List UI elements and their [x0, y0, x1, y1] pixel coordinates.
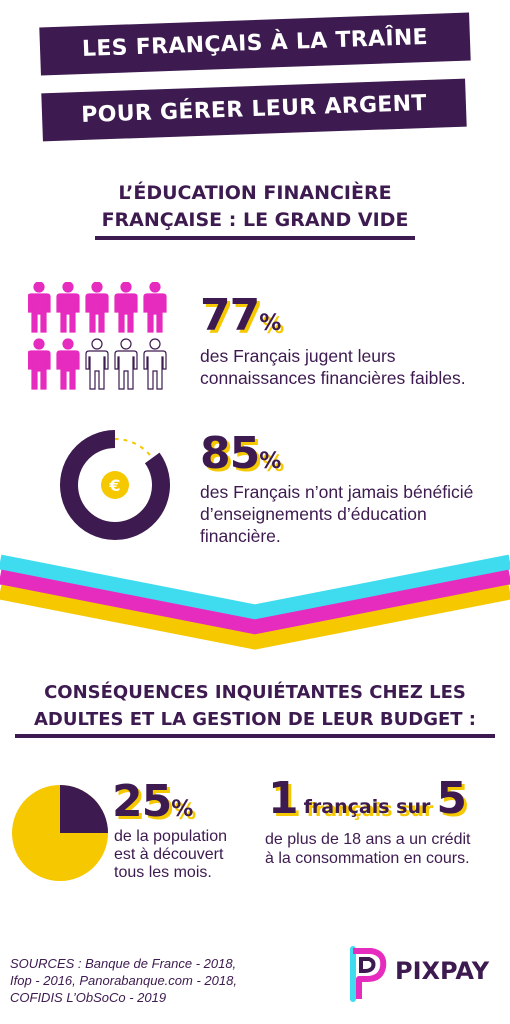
section1-underline — [95, 236, 415, 240]
pie-slice-25 — [60, 785, 108, 833]
chevron-stripe-cyan — [0, 554, 510, 620]
pixpay-logo-icon — [350, 946, 387, 1002]
section2-underline — [15, 734, 495, 738]
sources-line3: COFIDIS L’ObSoCo - 2019 — [10, 990, 167, 1005]
donut-chart: € — [60, 430, 170, 540]
section1-title: L’ÉDUCATION FINANCIÈRE FRANÇAISE : LE GR… — [0, 180, 510, 234]
stat3-text-line3: tous les mois. — [114, 864, 212, 881]
chevron-stripe-yellow — [0, 584, 510, 650]
section1-title-line2: FRANÇAISE : LE GRAND VIDE — [101, 209, 409, 231]
stat4-text: de plus de 18 ans a un crédit à la conso… — [265, 830, 470, 868]
stat4-words: français sur — [303, 796, 431, 818]
sources: SOURCES : Banque de France - 2018, Ifop … — [10, 955, 237, 1006]
stat2-unit: % — [259, 449, 281, 474]
stat3-unit: % — [171, 797, 193, 822]
section2-title: CONSÉQUENCES INQUIÉTANTES CHEZ LES ADULT… — [0, 679, 510, 733]
chevron-stripe-magenta — [0, 569, 510, 635]
title-banner-line2: POUR GÉRER LEUR ARGENT — [41, 78, 467, 142]
person-icon — [28, 338, 51, 390]
stat4-text-line1: de plus de 18 ans a un crédit — [265, 831, 471, 848]
person-icon — [85, 282, 109, 333]
pixpay-logo-text: PIXPAY — [395, 957, 490, 985]
stat1-value: 77 — [200, 290, 260, 341]
stat2-text-line2: d’enseignements d’éducation — [200, 504, 427, 524]
stat3-text: de la population est à découvert tous le… — [114, 828, 227, 882]
donut-arc — [60, 430, 170, 540]
stat2-value: 85 — [200, 428, 260, 479]
person-icon — [85, 338, 109, 390]
person-icon — [114, 282, 138, 333]
stat4-value-b: 5 — [436, 773, 467, 824]
person-icon — [28, 282, 51, 333]
person-icon — [143, 282, 167, 333]
stat3-text-line2: est à découvert — [114, 846, 224, 863]
stat3-text-line1: de la population — [114, 828, 227, 845]
section1-title-line1: L’ÉDUCATION FINANCIÈRE — [118, 182, 392, 204]
stat1-text-line1: des Français jugent leurs — [200, 346, 396, 366]
pie-chart — [12, 785, 108, 881]
sources-line2: Ifop - 2016, Panorabanque.com - 2018, — [10, 973, 237, 988]
title-banner-line1: LES FRANÇAIS À LA TRAÎNE — [39, 12, 471, 76]
stat2-text-line1: des Français n’ont jamais bénéficié — [200, 482, 474, 502]
stat1-text-line2: connaissances financières faibles. — [200, 368, 466, 388]
stat4-text-line2: à la consommation en cours. — [265, 850, 470, 867]
chevron-divider — [0, 554, 510, 650]
section2-title-line2: ADULTES ET LA GESTION DE LEUR BUDGET : — [33, 709, 477, 730]
section2-title-line1: CONSÉQUENCES INQUIÉTANTES CHEZ LES — [44, 682, 466, 703]
euro-icon-symbol: € — [108, 476, 120, 495]
sources-line1: SOURCES : Banque de France - 2018, — [10, 956, 237, 971]
stat3-number: 25% — [112, 776, 193, 827]
stat4-value-a: 1 — [268, 773, 299, 824]
stat2-text-line3: financière. — [200, 526, 281, 546]
stat1-text: des Français jugent leurs connaissances … — [200, 345, 466, 389]
euro-icon — [101, 471, 129, 499]
person-icon — [56, 338, 80, 390]
stat4-number: 1 français sur 5 — [268, 773, 467, 824]
people-pictogram — [28, 282, 167, 390]
stat1-number: 77% — [200, 290, 281, 341]
stat2-text: des Français n’ont jamais bénéficié d’en… — [200, 481, 473, 547]
person-icon — [56, 282, 80, 333]
person-icon — [114, 338, 138, 390]
stat2-number: 85% — [200, 428, 281, 479]
person-icon — [143, 338, 167, 390]
stat3-value: 25 — [112, 776, 172, 827]
stat1-unit: % — [259, 311, 281, 336]
